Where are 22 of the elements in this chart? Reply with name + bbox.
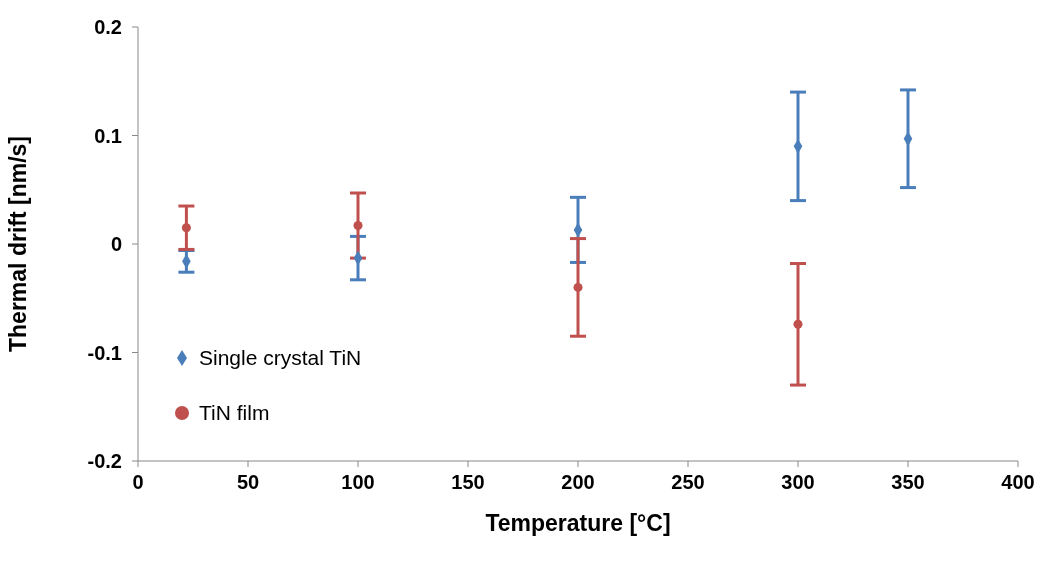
point (181, 223, 191, 233)
y-tick-label: 0.2 (94, 16, 122, 39)
x-tick-label: 350 (891, 471, 925, 494)
y-axis-title: Thermal drift [nm/s] (5, 136, 32, 352)
x-tick-label: 100 (341, 471, 375, 494)
x-axis-title: Temperature [°C] (485, 510, 671, 536)
x-tick-label: 50 (236, 471, 260, 494)
y-tick-label: -0.2 (87, 450, 122, 473)
y-tick-label: 0.1 (94, 124, 122, 147)
x-tick-label: 200 (561, 471, 595, 494)
point (353, 221, 363, 231)
x-tick-label: 250 (671, 471, 705, 494)
x-tick-label: 150 (451, 471, 485, 494)
x-tick-label: 400 (1001, 471, 1035, 494)
y-tick-label: -0.1 (87, 341, 122, 364)
legend-label: Single crystal TiN (199, 345, 362, 370)
point (573, 282, 583, 292)
point (793, 319, 803, 329)
legend-label: TiN film (199, 400, 270, 425)
y-tick-label: 0 (110, 233, 122, 256)
x-tick-label: 300 (781, 471, 815, 494)
x-tick-label: 0 (132, 471, 144, 494)
